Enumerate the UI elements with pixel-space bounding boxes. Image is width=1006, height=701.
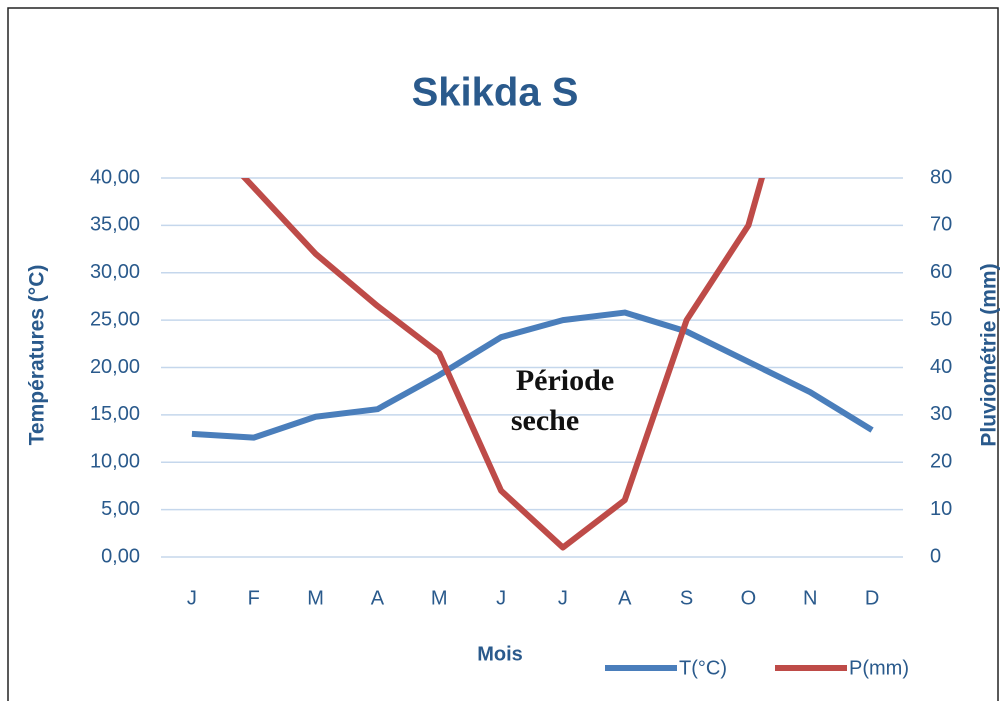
y2-tick-label: 80 [930,166,952,188]
x-tick-label: A [371,587,385,609]
legend-label: P(mm) [849,657,909,679]
legend-label: T(°C) [679,657,727,679]
series-line [191,309,874,441]
y2-axis-title: Pluviométrie (mm) [978,263,1001,446]
x-tick-label: M [431,587,448,609]
y-tick-label: 15,00 [90,403,140,425]
y-tick-label: 35,00 [90,214,140,236]
y2-tick-label: 70 [930,214,952,236]
y-tick-label: 0,00 [101,545,140,567]
y2-tick-label: 30 [930,403,952,425]
x-tick-label: D [865,587,879,609]
y-tick-label: 10,00 [90,451,140,473]
y2-tick-label: 10 [930,498,952,520]
y2-tick-label: 40 [930,356,952,378]
frame [7,7,999,701]
x-tick-label: F [248,587,260,609]
x-tick-label: J [496,587,506,609]
y-tick-label: 25,00 [90,308,140,330]
x-tick-label: M [307,587,324,609]
y-tick-label: 40,00 [90,166,140,188]
annotation: Période [516,364,614,397]
y2-tick-label: 50 [930,308,952,330]
y2-tick-label: 60 [930,261,952,283]
x-tick-label: A [618,587,632,609]
y-tick-label: 5,00 [101,498,140,520]
x-tick-label: O [741,587,757,609]
x-tick-label: J [187,587,197,609]
y-tick-label: 30,00 [90,261,140,283]
y2-tick-label: 20 [930,451,952,473]
y2-tick-label: 0 [930,545,941,567]
series-line [240,178,765,551]
x-tick-label: S [680,587,693,609]
x-tick-label: J [558,587,568,609]
chart-title: Skikda S [412,71,579,115]
x-axis-title: Mois [477,643,523,665]
y-tick-label: 20,00 [90,356,140,378]
annotation: seche [511,404,579,437]
x-tick-label: N [803,587,817,609]
y-axis-title: Températures (°C) [26,265,49,446]
